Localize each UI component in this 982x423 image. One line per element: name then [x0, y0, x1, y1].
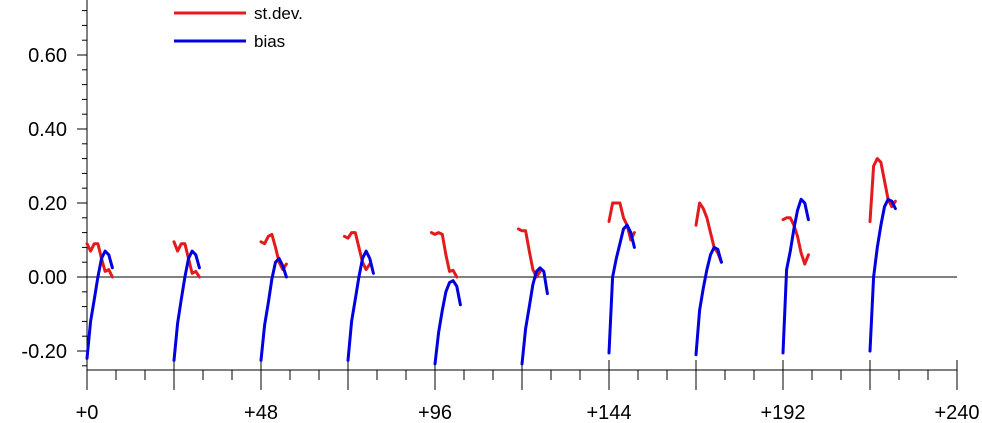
series-bias-line [694, 245, 723, 357]
series-stdev-line [868, 157, 897, 223]
series-stdev-line [85, 242, 114, 279]
legend-label-bias: bias [254, 32, 285, 51]
x-tick-label: +48 [244, 402, 278, 423]
series-bias-line [607, 223, 636, 355]
legend: st.dev. bias [174, 4, 303, 51]
series-stdev-line [172, 240, 201, 279]
x-tick-label: +192 [760, 402, 805, 423]
series-stdev-line [781, 216, 810, 266]
legend-label-stdev: st.dev. [254, 4, 303, 23]
x-tick-label: +0 [76, 402, 99, 423]
y-tick-label: 0.40 [28, 119, 67, 141]
plot-area [85, 157, 897, 366]
series-bias-line [259, 257, 288, 362]
series-bias-line [868, 197, 897, 353]
x-tick-label: +96 [418, 402, 452, 423]
y-tick-label: 0.00 [28, 267, 67, 289]
x-tick-label: +240 [934, 402, 979, 423]
series-bias-line [781, 197, 810, 355]
series-bias-line [85, 249, 114, 360]
chart-axes: -0.20 0.00 0.20 0.40 0.60 +0 +48 +96 +144 +192 +24… [21, 0, 980, 423]
series-stdev-line [342, 231, 372, 272]
series-bias-line [346, 249, 375, 362]
series-bias-line [520, 266, 549, 366]
series-bias-line [172, 249, 201, 362]
series-stdev-line [429, 231, 459, 279]
y-tick-label: 0.60 [28, 45, 67, 67]
series-bias-line [433, 279, 462, 366]
x-tick-label: +144 [586, 402, 631, 423]
series-stdev-line [607, 201, 636, 242]
y-tick-label: 0.20 [28, 193, 67, 215]
y-tick-label: -0.20 [21, 341, 67, 363]
